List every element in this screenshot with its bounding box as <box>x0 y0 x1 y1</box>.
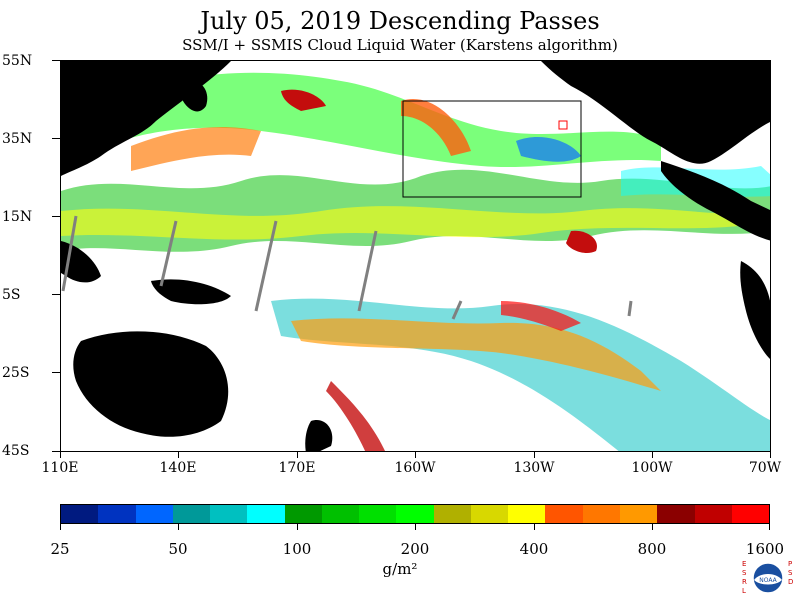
colorbar-label: 100 <box>282 540 312 558</box>
lat-label-45s: 45S <box>2 443 30 459</box>
colorbar-cell <box>98 505 136 523</box>
logo-esrl-r: R <box>742 578 747 586</box>
colorbar-label: 50 <box>168 540 188 558</box>
map-subtitle: SSM/I + SSMIS Cloud Liquid Water (Karste… <box>182 36 618 54</box>
logo-psd-p: P <box>788 560 792 568</box>
logo-center-text: NOAA <box>759 577 777 584</box>
lat-tick <box>52 138 60 139</box>
south-america-land <box>740 261 770 359</box>
central-america-land <box>661 161 770 241</box>
colorbar-cell <box>135 505 173 523</box>
lon-label-130w: 130W <box>513 460 555 476</box>
swath-gap <box>357 230 378 312</box>
lon-tick <box>652 452 653 458</box>
map-title: July 05, 2019 Descending Passes <box>200 7 600 35</box>
colorbar-cell <box>359 505 397 523</box>
logo-psd-d: D <box>788 578 793 586</box>
noaa-logo-icon: E S R L NOAA P S D <box>742 560 793 595</box>
colorbar-cell <box>210 505 248 523</box>
cloud-field <box>61 72 770 451</box>
colorbar-label: 200 <box>400 540 430 558</box>
swath-gap <box>159 220 178 287</box>
lat-label-25s: 25S <box>2 365 30 381</box>
colorbar-tick <box>297 524 298 530</box>
new-guinea-land <box>151 279 231 305</box>
lat-label-15n: 15N <box>2 209 33 225</box>
lat-tick <box>52 216 60 217</box>
colorbar-cell <box>470 505 509 523</box>
colorbar-cell <box>582 505 620 523</box>
logo-esrl-s: S <box>742 569 747 577</box>
logo-psd-s: S <box>788 569 793 577</box>
swath-gap <box>627 300 633 317</box>
lon-tick <box>534 452 535 458</box>
lat-tick <box>52 451 60 452</box>
lon-label-170e: 170E <box>278 460 316 476</box>
colorbar-tick <box>415 524 416 530</box>
colorbar-label: 25 <box>50 540 70 558</box>
colorbar-cell <box>619 505 658 523</box>
colorbar-tick <box>60 524 61 530</box>
colorbar-tick <box>534 524 535 530</box>
map-canvas <box>61 61 770 451</box>
lat-label-5s: 5S <box>2 287 21 303</box>
lon-tick <box>297 452 298 458</box>
colorbar-cell <box>61 505 99 523</box>
colorbar-cell <box>508 505 546 523</box>
lat-tick <box>52 60 60 61</box>
swath-gap <box>61 215 78 292</box>
colorbar-cell <box>694 505 732 523</box>
colorbar-tick <box>652 524 653 530</box>
lon-tick <box>770 452 771 458</box>
lon-label-110e: 110E <box>41 460 79 476</box>
swath-gaps <box>61 215 633 320</box>
colorbar-cell <box>545 505 583 523</box>
colorbar-cell <box>284 505 322 523</box>
logo-esrl-l: L <box>742 587 746 595</box>
lon-label-160w: 160W <box>394 460 436 476</box>
lat-label-55n: 55N <box>2 53 33 69</box>
lon-tick <box>415 452 416 458</box>
lat-tick <box>52 372 60 373</box>
colorbar-cell <box>172 505 211 523</box>
japan-land <box>181 80 208 112</box>
land-masses <box>61 61 770 451</box>
lon-tick <box>60 452 61 458</box>
colorbar <box>60 504 770 524</box>
swath-gap <box>451 300 463 320</box>
colorbar-units: g/m² <box>382 560 418 578</box>
lat-label-35n: 35N <box>2 131 33 147</box>
colorbar-label: 800 <box>637 540 667 558</box>
new-zealand-land <box>305 420 333 451</box>
australia-land <box>73 331 229 437</box>
colorbar-cell <box>731 505 770 523</box>
colorbar-cell <box>321 505 360 523</box>
colorbar-label: 1600 <box>745 540 785 558</box>
lat-tick <box>52 294 60 295</box>
colorbar-cell <box>396 505 434 523</box>
colorbar-tick <box>178 524 179 530</box>
colorbar-label: 400 <box>519 540 549 558</box>
lon-label-70w: 70W <box>748 460 782 476</box>
swath-gap <box>254 220 278 312</box>
logo-esrl-e: E <box>742 560 746 568</box>
highlight-box <box>558 120 568 130</box>
lon-label-140e: 140E <box>159 460 197 476</box>
region-box <box>402 100 582 198</box>
lon-tick <box>178 452 179 458</box>
cloud-liquid-water-map <box>60 60 771 452</box>
colorbar-cell <box>247 505 285 523</box>
colorbar-cell <box>433 505 471 523</box>
colorbar-cell <box>657 505 695 523</box>
north-america-land <box>541 61 770 164</box>
lon-label-100w: 100W <box>631 460 673 476</box>
colorbar-tick <box>769 524 770 530</box>
